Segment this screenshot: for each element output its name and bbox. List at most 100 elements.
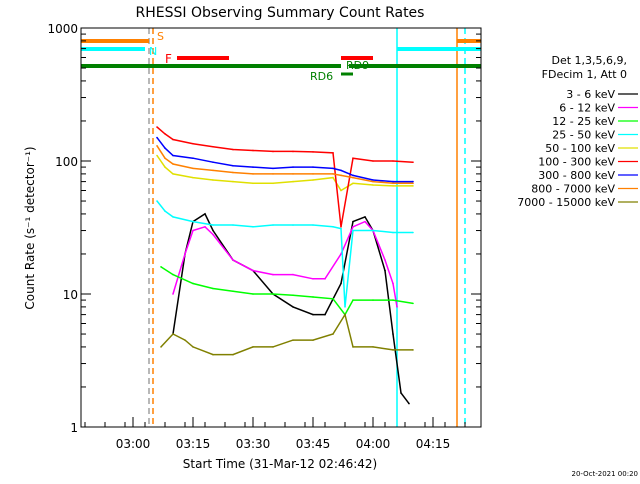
data-point xyxy=(212,179,214,181)
data-point xyxy=(292,180,294,183)
flag-label-n: N xyxy=(149,45,157,58)
data-point xyxy=(312,151,314,153)
data-point xyxy=(352,299,354,301)
legend-label: 3 - 6 keV xyxy=(566,88,615,101)
data-point xyxy=(352,229,354,232)
data-point xyxy=(272,224,274,226)
data-point xyxy=(212,287,214,290)
data-point xyxy=(352,220,354,223)
data-point xyxy=(232,148,234,151)
data-point xyxy=(392,182,394,185)
data-point xyxy=(252,293,254,295)
data-point xyxy=(192,229,194,232)
data-point xyxy=(332,152,334,154)
data-point xyxy=(272,293,274,295)
series-line xyxy=(156,126,414,227)
flag-label-rd9: RD9 xyxy=(346,59,369,72)
data-point xyxy=(164,166,166,168)
data-point xyxy=(212,353,214,356)
data-point xyxy=(172,293,174,295)
data-point xyxy=(412,185,414,187)
data-point xyxy=(352,174,354,177)
data-point xyxy=(272,182,274,185)
data-point xyxy=(156,136,158,139)
data-point xyxy=(292,224,294,226)
flag-label-s: S xyxy=(157,30,164,43)
plot-frame xyxy=(80,27,482,428)
data-point xyxy=(408,402,410,405)
data-point xyxy=(252,226,254,228)
flag-label-rd6: RD6 xyxy=(310,70,333,83)
flag-label-f: F xyxy=(165,52,172,66)
data-point xyxy=(344,313,346,316)
data-point xyxy=(372,229,374,232)
legend-label: 7000 - 15000 keV xyxy=(517,196,615,209)
y-axis-label: Count Rate (s⁻¹ detector⁻¹) xyxy=(23,146,37,309)
data-point xyxy=(164,210,166,212)
data-point xyxy=(252,182,254,185)
data-point xyxy=(252,166,254,168)
data-point xyxy=(272,150,274,153)
data-point xyxy=(156,154,158,157)
data-point xyxy=(312,339,314,341)
data-point xyxy=(272,167,274,170)
legend-label: 800 - 7000 keV xyxy=(531,183,615,196)
data-point xyxy=(212,161,214,163)
data-point xyxy=(392,282,394,285)
data-point xyxy=(312,224,314,226)
data-point xyxy=(340,282,342,285)
data-point xyxy=(332,298,334,300)
data-point xyxy=(312,173,314,175)
data-point xyxy=(392,185,394,187)
series-line xyxy=(172,212,410,405)
chart-title: RHESSI Observing Summary Count Rates xyxy=(136,5,425,21)
data-point xyxy=(212,229,214,232)
plot-area: SNF RD9 RD6 xyxy=(81,28,481,427)
legend-label: 50 - 100 keV xyxy=(545,142,615,155)
data-point xyxy=(232,353,234,356)
data-point xyxy=(184,339,186,341)
data-point xyxy=(292,150,294,153)
data-point xyxy=(412,349,414,351)
data-point xyxy=(160,266,162,268)
data-point xyxy=(272,173,274,175)
data-point xyxy=(232,259,234,261)
data-point xyxy=(392,349,394,351)
x-tick-label: 04:00 xyxy=(356,437,391,451)
data-point xyxy=(212,169,214,172)
data-point xyxy=(340,189,342,192)
data-point xyxy=(172,273,174,276)
series-line xyxy=(156,200,413,307)
data-point xyxy=(156,145,158,147)
data-point xyxy=(384,269,386,272)
data-point xyxy=(392,180,394,183)
data-point xyxy=(272,273,274,276)
data-point xyxy=(192,167,194,170)
data-point xyxy=(252,149,254,152)
data-point xyxy=(340,227,342,230)
data-point xyxy=(332,167,334,170)
data-point xyxy=(172,138,174,141)
data-point xyxy=(352,182,354,185)
data-point xyxy=(164,133,166,135)
data-point xyxy=(412,231,414,234)
series-line xyxy=(160,312,413,356)
data-point xyxy=(392,299,394,301)
data-point xyxy=(340,174,342,177)
data-point xyxy=(192,282,194,285)
data-point xyxy=(384,259,386,261)
data-point xyxy=(204,226,206,228)
data-point xyxy=(172,216,174,218)
legend-header-2: FDecim 1, Att 0 xyxy=(542,68,627,81)
data-point xyxy=(400,392,402,394)
series-line xyxy=(172,220,398,308)
data-point xyxy=(192,176,194,179)
series-line xyxy=(156,145,413,185)
data-point xyxy=(312,179,314,181)
data-point xyxy=(272,346,274,348)
data-point xyxy=(292,273,294,276)
legend-header-1: Det 1,3,5,6,9, xyxy=(551,54,627,67)
data-point xyxy=(352,226,354,228)
data-point xyxy=(172,333,174,335)
